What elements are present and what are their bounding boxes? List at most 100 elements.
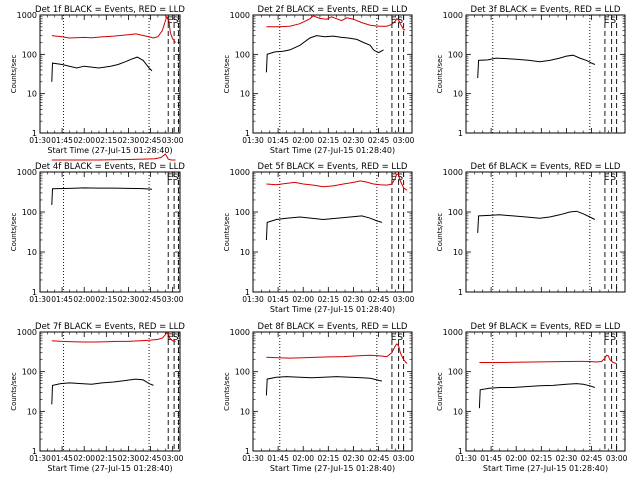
x-tick-label: 02:15 xyxy=(96,295,118,304)
series-line-lld xyxy=(266,173,408,191)
x-tick-label: 02:00 xyxy=(73,136,95,145)
marker-label-e: E xyxy=(391,173,397,183)
x-tick-label: 02:45 xyxy=(140,136,162,145)
series-line-events xyxy=(265,376,383,396)
y-tick-label: 10 xyxy=(240,407,250,416)
x-axis-label: Start Time (27-Jul-15 01:28:40) xyxy=(270,146,395,155)
series-line-events xyxy=(51,56,153,82)
y-tick-label: 10 xyxy=(240,248,250,257)
marker-label-s: S xyxy=(610,16,616,26)
panel-det-9f: Det 9f BLACK = Events, RED = LLD 1 10 100 10… xyxy=(436,322,628,473)
panel-det-3f: Det 3f BLACK = Events, RED = LLD 1 10 100 10… xyxy=(436,5,626,138)
marker-label-s: S xyxy=(173,173,179,183)
panel-title: Det 4f BLACK = Events, RED = LLD xyxy=(35,162,185,172)
y-tick-label: 100 xyxy=(235,208,250,217)
y-tick-label: 1000 xyxy=(17,168,37,177)
x-tick-label: 02:00 xyxy=(292,136,314,145)
x-tick-label: 01:30 xyxy=(242,136,264,145)
x-tick-label: 02:30 xyxy=(343,295,365,304)
y-tick-label: 100 xyxy=(22,368,37,377)
x-tick-label: 01:45 xyxy=(480,454,502,463)
y-tick-label: 10 xyxy=(453,407,463,416)
y-axis-label: Counts/sec xyxy=(10,213,18,252)
y-tick-label: 1000 xyxy=(443,11,463,20)
x-tick-label: 03:00 xyxy=(606,454,628,463)
series-line-lld xyxy=(51,332,176,343)
plot-frame xyxy=(252,14,413,134)
x-tick-label: 02:00 xyxy=(292,295,314,304)
plot-frame xyxy=(465,331,626,452)
y-axis-label: Counts/sec xyxy=(436,55,444,94)
marker-label-e: E xyxy=(604,173,610,183)
plot-frame xyxy=(252,171,413,293)
marker-label-e: E xyxy=(391,16,397,26)
x-tick-label: 02:30 xyxy=(118,454,140,463)
marker-label-s: S xyxy=(610,333,616,343)
x-tick-label: 02:30 xyxy=(343,454,365,463)
x-tick-label: 02:00 xyxy=(505,454,527,463)
panel-title: Det 7f BLACK = Events, RED = LLD xyxy=(35,322,185,332)
series-line-lld xyxy=(266,15,406,31)
y-tick-label: 1 xyxy=(458,447,463,456)
y-tick-label: 10 xyxy=(27,90,37,99)
y-tick-label: 100 xyxy=(448,368,463,377)
series-line-events xyxy=(478,383,596,409)
y-axis-label: Counts/sec xyxy=(223,213,231,252)
series-line-lld xyxy=(51,15,176,43)
series-line-events xyxy=(265,215,383,241)
series-line-events xyxy=(51,187,153,206)
plot-frame xyxy=(39,171,181,293)
x-tick-label: 01:45 xyxy=(267,295,289,304)
x-tick-label: 02:15 xyxy=(318,136,340,145)
x-axis-label: Start Time (27-Jul-15 01:28:40) xyxy=(47,146,172,155)
plot-frame xyxy=(39,331,181,452)
y-tick-label: 1000 xyxy=(17,11,37,20)
y-axis-label: Counts/sec xyxy=(223,372,231,411)
plot-frame xyxy=(39,14,181,134)
x-tick-label: 02:15 xyxy=(96,454,118,463)
y-tick-label: 10 xyxy=(453,90,463,99)
x-tick-label: 02:45 xyxy=(140,295,162,304)
x-tick-label: 02:45 xyxy=(368,454,390,463)
x-tick-label: 02:30 xyxy=(343,136,365,145)
y-tick-label: 100 xyxy=(235,368,250,377)
panel-det-6f: Det 6f BLACK = Events, RED = LLD 1 10 100 10… xyxy=(436,162,626,297)
panel-title: Det 1f BLACK = Events, RED = LLD xyxy=(35,5,185,15)
x-axis-label: Start Time (27-Jul-15 01:28:40) xyxy=(270,464,395,473)
x-tick-label: 02:45 xyxy=(368,136,390,145)
x-tick-label: 01:30 xyxy=(242,454,264,463)
y-tick-label: 10 xyxy=(27,248,37,257)
panel-title: Det 9f BLACK = Events, RED = LLD xyxy=(471,322,621,332)
x-tick-label: 02:00 xyxy=(73,295,95,304)
x-tick-label: 02:15 xyxy=(531,454,553,463)
y-axis-label: Counts/sec xyxy=(436,372,444,411)
plot-frame xyxy=(252,331,413,452)
series-line-events xyxy=(51,378,154,405)
x-tick-label: 02:15 xyxy=(318,454,340,463)
y-axis-label: Counts/sec xyxy=(10,55,18,94)
x-tick-label: 01:45 xyxy=(267,454,289,463)
marker-label-e: E xyxy=(167,16,173,26)
x-tick-label: 02:45 xyxy=(581,454,603,463)
y-axis-label: Counts/sec xyxy=(436,213,444,252)
y-axis-label: Counts/sec xyxy=(223,55,231,94)
marker-label-s: S xyxy=(397,173,403,183)
x-tick-label: 01:45 xyxy=(51,295,73,304)
y-tick-label: 10 xyxy=(27,407,37,416)
x-tick-label: 02:30 xyxy=(118,295,140,304)
x-tick-label: 01:30 xyxy=(455,454,477,463)
panel-det-7f: Det 7f BLACK = Events, RED = LLD 1 10 100 10… xyxy=(10,322,185,473)
marker-label-s: S xyxy=(173,16,179,26)
x-tick-label: 02:45 xyxy=(368,295,390,304)
panel-title: Det 5f BLACK = Events, RED = LLD xyxy=(258,162,408,172)
y-tick-label: 1 xyxy=(245,288,250,297)
x-tick-label: 02:00 xyxy=(73,454,95,463)
marker-label-e: E xyxy=(167,173,173,183)
panel-det-4f: Det 4f BLACK = Events, RED = LLD 1 10 100 10… xyxy=(10,153,185,304)
y-tick-label: 1000 xyxy=(230,168,250,177)
x-tick-label: 01:30 xyxy=(29,295,51,304)
x-tick-label: 02:15 xyxy=(318,295,340,304)
y-tick-label: 100 xyxy=(22,208,37,217)
x-tick-label: 01:45 xyxy=(51,136,73,145)
